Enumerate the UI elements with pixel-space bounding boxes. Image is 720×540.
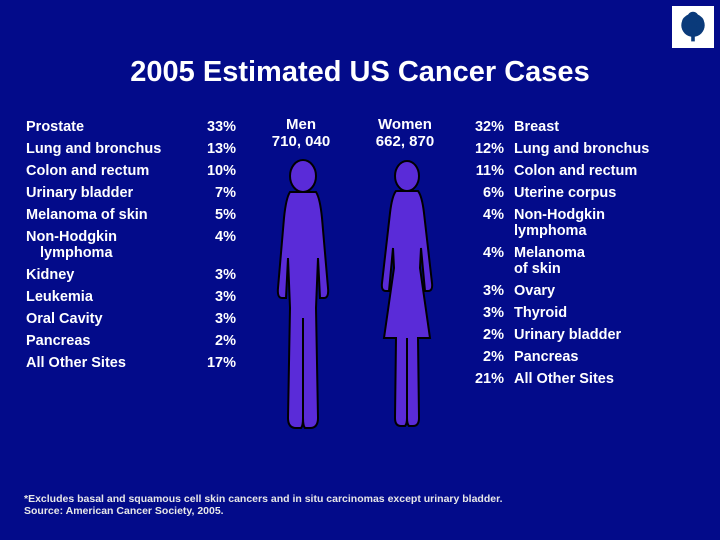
- cancer-type-label: Thyroid: [512, 302, 696, 324]
- table-row: 2%Urinary bladder: [464, 324, 696, 346]
- cancer-type-label: Oral Cavity: [24, 308, 202, 330]
- content-area: Prostate33%Lung and bronchus13%Colon and…: [24, 116, 696, 390]
- percent-value: 3%: [202, 308, 244, 330]
- men-table: Prostate33%Lung and bronchus13%Colon and…: [24, 116, 244, 374]
- table-row: Prostate33%: [24, 116, 244, 138]
- table-row: 4%Non-Hodgkinlymphoma: [464, 204, 696, 242]
- percent-value: 5%: [202, 204, 244, 226]
- table-row: 12%Lung and bronchus: [464, 138, 696, 160]
- women-total: 662, 870: [360, 133, 450, 150]
- men-column: Prostate33%Lung and bronchus13%Colon and…: [24, 116, 244, 390]
- table-row: 4%Melanomaof skin: [464, 242, 696, 280]
- percent-value: 21%: [464, 368, 512, 390]
- percent-value: 3%: [202, 264, 244, 286]
- percent-value: 3%: [464, 280, 512, 302]
- percent-value: 2%: [464, 346, 512, 368]
- center-figures: Men 710, 040 Women 662, 870: [244, 116, 464, 390]
- percent-value: 12%: [464, 138, 512, 160]
- percent-value: 3%: [202, 286, 244, 308]
- cancer-type-label: Leukemia: [24, 286, 202, 308]
- table-row: 32%Breast: [464, 116, 696, 138]
- percent-value: 3%: [464, 302, 512, 324]
- footnote-line1: *Excludes basal and squamous cell skin c…: [24, 493, 503, 506]
- percent-value: 17%: [202, 352, 244, 374]
- men-header: Men 710, 040: [256, 116, 346, 151]
- percent-value: 2%: [464, 324, 512, 346]
- women-label: Women: [360, 116, 450, 133]
- table-row: 21%All Other Sites: [464, 368, 696, 390]
- cancer-type-label: Non-Hodgkinlymphoma: [512, 204, 696, 242]
- table-row: 2%Pancreas: [464, 346, 696, 368]
- cancer-type-label: Colon and rectum: [512, 160, 696, 182]
- table-row: 6%Uterine corpus: [464, 182, 696, 204]
- tree-icon: [675, 9, 711, 45]
- cancer-type-label: Colon and rectum: [24, 160, 202, 182]
- table-row: 11%Colon and rectum: [464, 160, 696, 182]
- percent-value: 13%: [202, 138, 244, 160]
- table-row: Lung and bronchus13%: [24, 138, 244, 160]
- table-row: 3%Ovary: [464, 280, 696, 302]
- table-row: Non-Hodgkinlymphoma4%: [24, 226, 244, 264]
- cancer-type-label: Urinary bladder: [512, 324, 696, 346]
- cancer-type-label: Kidney: [24, 264, 202, 286]
- slide-title: 2005 Estimated US Cancer Cases: [0, 56, 720, 89]
- table-row: Leukemia3%: [24, 286, 244, 308]
- table-row: Kidney3%: [24, 264, 244, 286]
- percent-value: 4%: [202, 226, 244, 264]
- percent-value: 33%: [202, 116, 244, 138]
- women-header: Women 662, 870: [360, 116, 450, 151]
- logo-badge: [672, 6, 714, 48]
- table-row: Melanoma of skin5%: [24, 204, 244, 226]
- table-row: 3%Thyroid: [464, 302, 696, 324]
- woman-silhouette-icon: [372, 158, 442, 438]
- cancer-type-label: Lung and bronchus: [24, 138, 202, 160]
- men-label: Men: [256, 116, 346, 133]
- cancer-type-label: Melanomaof skin: [512, 242, 696, 280]
- percent-value: 10%: [202, 160, 244, 182]
- percent-value: 32%: [464, 116, 512, 138]
- table-row: All Other Sites17%: [24, 352, 244, 374]
- cancer-type-label: Pancreas: [512, 346, 696, 368]
- footnote-line2: Source: American Cancer Society, 2005.: [24, 505, 503, 518]
- man-silhouette-icon: [268, 158, 338, 438]
- cancer-type-label: Melanoma of skin: [24, 204, 202, 226]
- cancer-type-label: Breast: [512, 116, 696, 138]
- footnote: *Excludes basal and squamous cell skin c…: [24, 493, 503, 518]
- table-row: Oral Cavity3%: [24, 308, 244, 330]
- cancer-type-label: Non-Hodgkinlymphoma: [24, 226, 202, 264]
- percent-value: 4%: [464, 242, 512, 280]
- women-table: 32%Breast12%Lung and bronchus11%Colon an…: [464, 116, 696, 390]
- women-column: 32%Breast12%Lung and bronchus11%Colon an…: [464, 116, 696, 390]
- table-row: Urinary bladder7%: [24, 182, 244, 204]
- table-row: Colon and rectum10%: [24, 160, 244, 182]
- percent-value: 7%: [202, 182, 244, 204]
- percent-value: 11%: [464, 160, 512, 182]
- cancer-type-label: Pancreas: [24, 330, 202, 352]
- cancer-type-label: Ovary: [512, 280, 696, 302]
- percent-value: 2%: [202, 330, 244, 352]
- percent-value: 6%: [464, 182, 512, 204]
- cancer-type-label: Uterine corpus: [512, 182, 696, 204]
- table-row: Pancreas2%: [24, 330, 244, 352]
- cancer-type-label: Prostate: [24, 116, 202, 138]
- percent-value: 4%: [464, 204, 512, 242]
- men-total: 710, 040: [256, 133, 346, 150]
- cancer-type-label: All Other Sites: [24, 352, 202, 374]
- cancer-type-label: Lung and bronchus: [512, 138, 696, 160]
- cancer-type-label: All Other Sites: [512, 368, 696, 390]
- cancer-type-label: Urinary bladder: [24, 182, 202, 204]
